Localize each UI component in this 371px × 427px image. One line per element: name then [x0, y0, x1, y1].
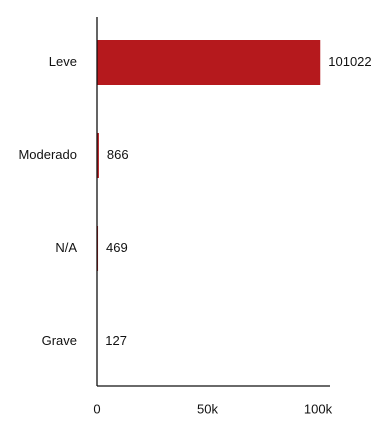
bar-moderado: [97, 133, 99, 178]
value-label-n-a: 469: [106, 240, 128, 255]
x-tick-label-1: 50k: [197, 401, 218, 416]
bar-leve: [97, 40, 321, 85]
x-tick-label-2: 100k: [304, 401, 333, 416]
category-label-grave: Grave: [42, 333, 77, 348]
value-label-grave: 127: [105, 333, 127, 348]
value-label-leve: 101022: [328, 54, 371, 69]
x-tick-labels-group: 0 50k 100k: [93, 401, 332, 416]
category-label-moderado: Moderado: [18, 147, 77, 162]
value-label-moderado: 866: [107, 147, 129, 162]
category-labels-group: Leve Moderado N/A Grave: [18, 54, 77, 348]
category-label-n-a: N/A: [55, 240, 77, 255]
bars-group: [97, 40, 321, 364]
x-tick-label-0: 0: [93, 401, 100, 416]
category-label-leve: Leve: [49, 54, 77, 69]
value-labels-group: 101022 866 469 127: [105, 54, 371, 348]
